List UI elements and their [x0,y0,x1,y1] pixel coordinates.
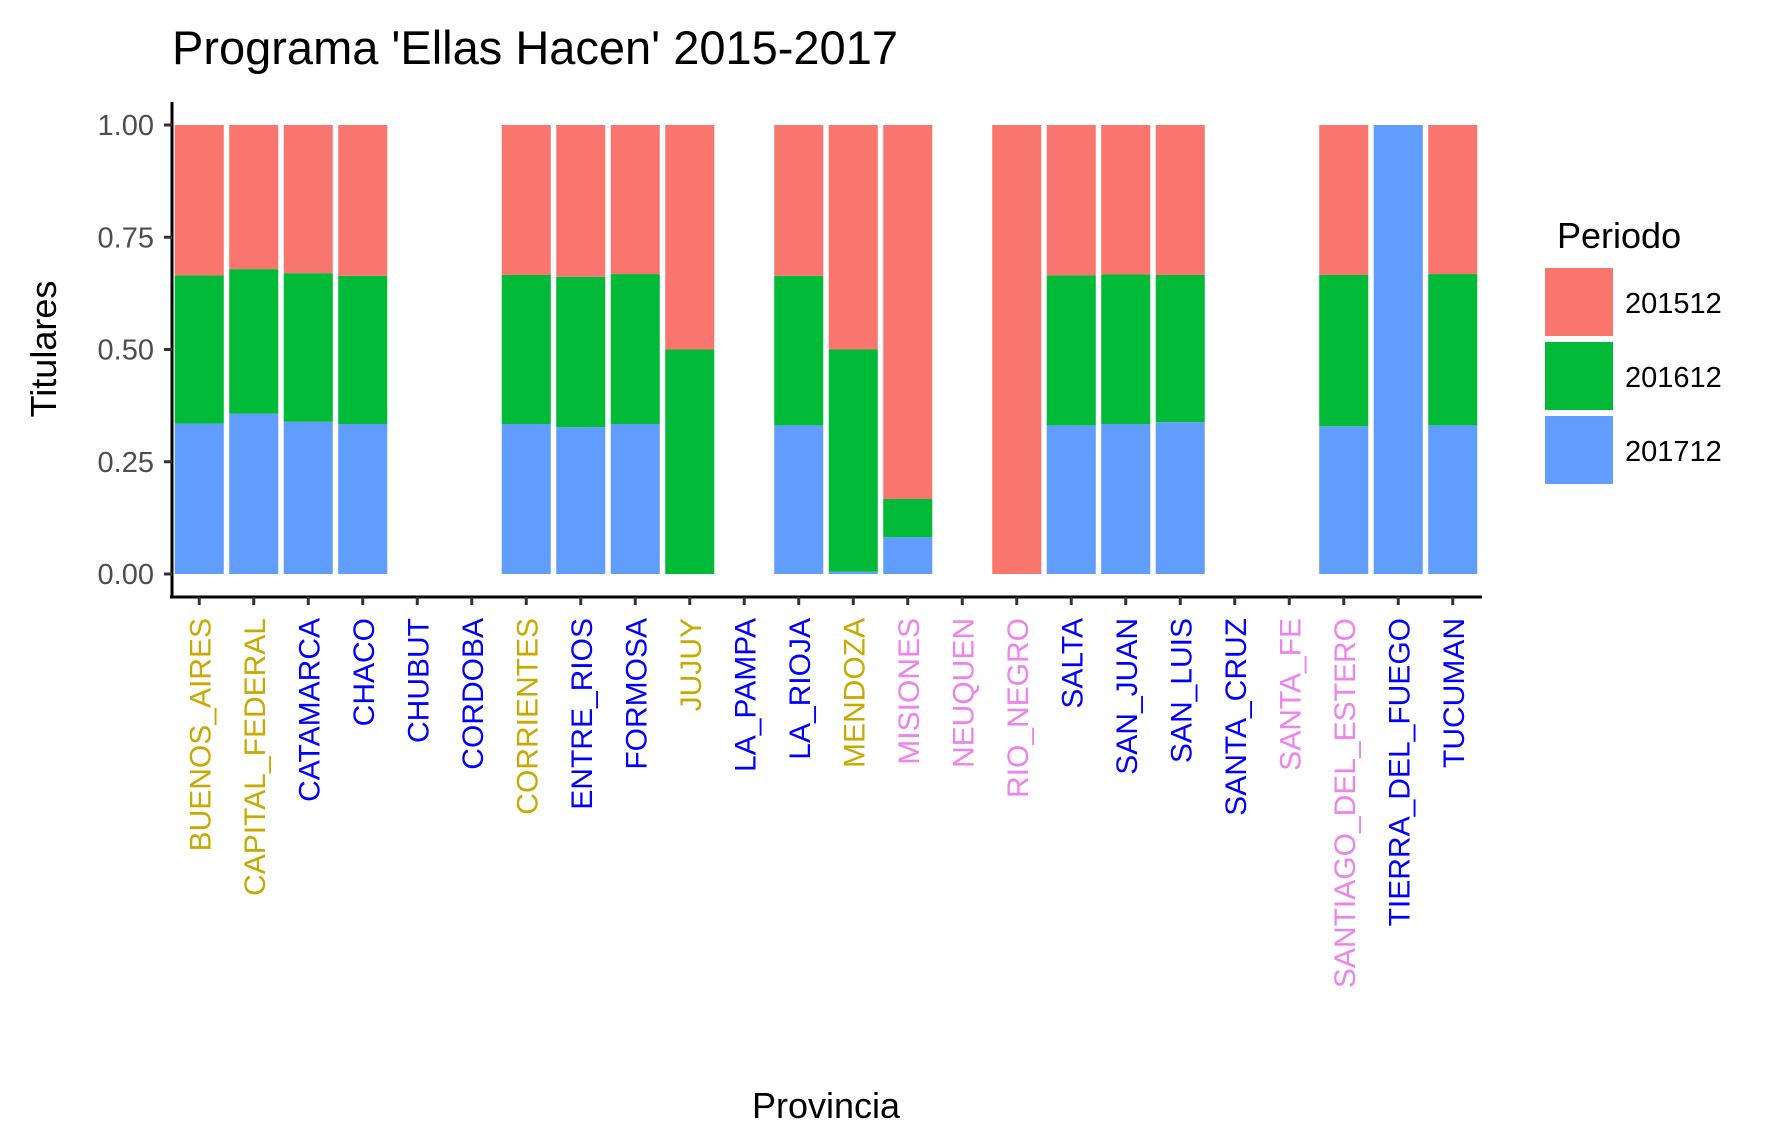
x-tick-label-cordoba: CORDOBA [457,618,490,770]
bar-salta-201612 [1046,275,1096,426]
x-tick-label-rio-negro: RIO_NEGRO [1002,618,1035,798]
bar-tierra-del-fuego-201712 [1373,125,1423,574]
bar-misiones-201612 [883,499,933,538]
x-tick-label-neuquen: NEUQUEN [947,618,980,768]
x-tick-label-tierra-del-fuego: TIERRA_DEL_FUEGO [1383,618,1416,926]
bar-santiago-del-estero-201612 [1319,274,1369,427]
x-tick-label-entre-rios: ENTRE_RIOS [566,618,599,810]
x-tick-label-chubut: CHUBUT [402,618,435,743]
bar-entre-rios-201512 [556,125,606,277]
bar-la-rioja-201712 [774,425,824,574]
bar-tucuman-201612 [1428,274,1478,426]
bar-entre-rios-201712 [556,427,606,574]
bar-mendoza-201712 [828,571,878,574]
bar-chaco-201512 [338,125,388,276]
bar-tucuman-201512 [1428,125,1478,275]
bar-san-juan-201712 [1101,424,1151,574]
bar-san-luis-201512 [1155,125,1205,275]
bar-santiago-del-estero-201512 [1319,125,1369,275]
legend-label-201612: 201612 [1625,362,1722,394]
bar-formosa-201712 [610,424,660,574]
bar-salta-201712 [1046,425,1096,574]
bar-chaco-201712 [338,424,388,574]
x-tick-label-salta: SALTA [1056,618,1089,709]
y-tick-label: 1.00 [98,110,154,142]
bar-capital-federal-201512 [229,125,279,270]
bar-catamarca-201512 [283,125,333,274]
bar-jujuy-201612 [665,349,715,574]
y-tick-label: 0.75 [98,222,154,254]
bars-group [174,125,1478,574]
x-tick-label-la-pampa: LA_PAMPA [729,618,762,772]
x-tick-label-santiago-del-estero: SANTIAGO_DEL_ESTERO [1329,618,1362,988]
legend: Periodo 201512 201612 201712 [1545,215,1722,484]
bar-capital-federal-201612 [229,269,279,414]
bar-mendoza-201512 [828,125,878,350]
x-tick-label-santa-fe: SANTA_FE [1274,618,1307,771]
x-tick-label-misiones: MISIONES [893,618,926,765]
legend-label-201512: 201512 [1625,288,1722,320]
chart-title: Programa 'Ellas Hacen' 2015-2017 [172,21,898,74]
bar-buenos-aires-201512 [174,125,224,276]
bar-mendoza-201612 [828,349,878,572]
bar-misiones-201712 [883,537,933,574]
bar-santiago-del-estero-201712 [1319,426,1369,574]
y-tick-label: 0.25 [98,447,154,479]
x-tick-label-santa-cruz: SANTA_CRUZ [1220,618,1253,816]
legend-swatch-201612 [1545,342,1613,410]
bar-corrientes-201712 [501,424,551,574]
x-tick-label-la-rioja: LA_RIOJA [784,618,817,760]
legend-title: Periodo [1557,215,1681,256]
y-axis-label: Titulares [23,281,64,418]
x-tick-label-mendoza: MENDOZA [838,618,871,768]
bar-la-rioja-201512 [774,125,824,276]
bar-san-luis-201712 [1155,422,1205,574]
x-tick-label-buenos-aires: BUENOS_AIRES [184,618,217,851]
bar-corrientes-201612 [501,274,551,425]
x-tick-label-formosa: FORMOSA [620,618,653,770]
x-axis-ticks: BUENOS_AIRES CAPITAL_FEDERAL CATAMARCA CHAC… [184,597,1471,988]
bar-misiones-201512 [883,125,933,500]
x-tick-label-capital-federal: CAPITAL_FEDERAL [239,618,272,896]
bar-formosa-201612 [610,274,660,425]
bar-san-luis-201612 [1155,274,1205,423]
x-tick-label-san-luis: SAN_LUIS [1165,618,1198,763]
bar-salta-201512 [1046,125,1096,276]
x-axis-label: Provincia [752,1085,901,1126]
legend-swatch-201712 [1545,416,1613,484]
legend-swatch-201512 [1545,268,1613,336]
bar-buenos-aires-201612 [174,275,224,424]
x-tick-label-san-juan: SAN_JUAN [1111,618,1144,775]
x-tick-label-jujuy: JUJUY [675,618,708,711]
legend-label-201712: 201712 [1625,436,1722,468]
bar-san-juan-201512 [1101,125,1151,275]
bar-formosa-201512 [610,125,660,275]
x-tick-label-tucuman: TUCUMAN [1438,618,1471,768]
bar-catamarca-201712 [283,421,333,574]
bar-rio-negro-201512 [992,125,1042,574]
bar-jujuy-201512 [665,125,715,350]
bar-entre-rios-201612 [556,276,606,428]
bar-catamarca-201612 [283,273,333,422]
bar-corrientes-201512 [501,125,551,275]
bar-capital-federal-201712 [229,413,279,574]
bar-chaco-201612 [338,275,388,425]
bar-la-rioja-201612 [774,275,824,426]
bar-tucuman-201712 [1428,425,1478,574]
x-tick-label-chaco: CHACO [348,618,381,726]
x-tick-label-catamarca: CATAMARCA [293,618,326,802]
bar-buenos-aires-201712 [174,423,224,574]
y-axis-ticks: 0.00 0.25 0.50 0.75 1.00 [98,110,172,591]
x-tick-label-corrientes: CORRIENTES [511,618,544,815]
bar-san-juan-201612 [1101,274,1151,425]
y-tick-label: 0.00 [98,559,154,591]
y-tick-label: 0.50 [98,335,154,367]
